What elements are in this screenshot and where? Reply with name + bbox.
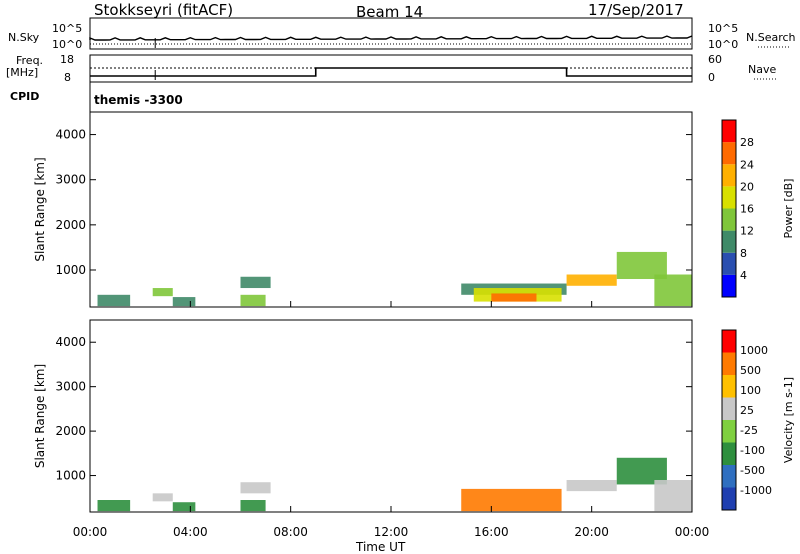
power-colorbar-band-7 xyxy=(722,120,736,143)
xtick-label-5: 20:00 xyxy=(574,525,609,539)
power-region-3 xyxy=(240,276,271,289)
date-title: 17/Sep/2017 xyxy=(588,1,684,19)
velocity-colorbar-label: Velocity [m s-1] xyxy=(782,377,795,463)
velocity-colorbar-band-7 xyxy=(722,330,736,353)
velocity-colorbar-frame xyxy=(721,329,737,511)
velocity-colorbar-band-2 xyxy=(722,442,736,465)
velocity-region-1 xyxy=(152,493,173,502)
power-colorbar-tick-4: 12 xyxy=(740,225,754,238)
velocity-region-5 xyxy=(461,488,562,512)
power-colorbar-band-4 xyxy=(722,186,736,209)
freq-tick-bottom: 8 xyxy=(64,71,71,84)
velocity-region-8 xyxy=(654,480,692,512)
power-colorbar-tick-1: 24 xyxy=(740,158,754,171)
power-colorbar-tick-6: 4 xyxy=(740,269,747,282)
xtick-label-2: 08:00 xyxy=(273,525,308,539)
power-colorbar-tick-2: 20 xyxy=(740,180,754,193)
nsky-label: N.Sky xyxy=(8,31,40,44)
power-ylabel: Slant Range [km] xyxy=(33,157,47,261)
power-region-4 xyxy=(240,294,266,307)
power-region-7 xyxy=(491,293,537,302)
power-colorbar-band-5 xyxy=(722,164,736,187)
power-region-2 xyxy=(172,297,196,307)
nsky-tick-bottom: 10^0 xyxy=(52,38,83,51)
velocity-colorbar-band-4 xyxy=(722,397,736,420)
velocity-colorbar-tick-3: 25 xyxy=(740,404,754,417)
velocity-ytick-label-3: 4000 xyxy=(55,335,86,349)
velocity-colorbar-tick-5: -100 xyxy=(740,444,765,457)
power-ytick-label-0: 1000 xyxy=(55,263,86,277)
nsky-trace xyxy=(89,35,693,41)
velocity-ylabel: Slant Range [km] xyxy=(33,364,47,468)
power-region-8 xyxy=(566,274,617,286)
cpid-text: themis -3300 xyxy=(94,93,183,107)
velocity-region-4 xyxy=(240,500,266,512)
power-colorbar-band-2 xyxy=(722,230,736,253)
xtick-label-6: 00:00 xyxy=(675,525,710,539)
velocity-colorbar-band-1 xyxy=(722,465,736,488)
freq-unit: [MHz] xyxy=(6,66,39,79)
power-colorbar-tick-3: 16 xyxy=(740,203,754,216)
nave-label: Nave xyxy=(748,63,777,76)
velocity-colorbar-tick-1: 500 xyxy=(740,364,761,377)
beam-title: Beam 14 xyxy=(356,3,424,21)
power-colorbar-tick-5: 8 xyxy=(740,247,747,260)
velocity-region-3 xyxy=(240,482,271,494)
velocity-colorbar-band-5 xyxy=(722,375,736,398)
xtick-label-1: 04:00 xyxy=(173,525,208,539)
velocity-colorbar-tick-2: 100 xyxy=(740,384,761,397)
power-colorbar-band-3 xyxy=(722,208,736,231)
cpid-label: CPID xyxy=(10,90,40,103)
velocity-region-6 xyxy=(566,480,617,492)
nsky-tick-top: 10^5 xyxy=(52,22,83,35)
power-colorbar-band-0 xyxy=(722,274,736,297)
velocity-colorbar-tick-6: -500 xyxy=(740,464,765,477)
velocity-colorbar-tick-4: -25 xyxy=(740,424,758,437)
station-title: Stokkseyri (fitACF) xyxy=(94,1,234,19)
freq-label: Freq. xyxy=(16,54,44,67)
velocity-colorbar-band-6 xyxy=(722,352,736,375)
power-region-10 xyxy=(654,274,692,307)
velocity-colorbar-tick-0: 1000 xyxy=(740,344,768,357)
velocity-region-0 xyxy=(97,500,131,512)
power-colorbar-band-6 xyxy=(722,142,736,165)
x-axis-label: Time UT xyxy=(356,540,406,554)
velocity-ytick-label-0: 1000 xyxy=(55,469,86,483)
xtick-label-0: 00:00 xyxy=(73,525,108,539)
power-region-1 xyxy=(152,288,173,297)
power-region-0 xyxy=(97,294,131,307)
power-colorbar-tick-0: 28 xyxy=(740,136,754,149)
nave-tick-top: 60 xyxy=(708,53,722,66)
nave-trace xyxy=(90,67,692,77)
xtick-label-4: 16:00 xyxy=(474,525,509,539)
nsearch-tick-bottom: 10^0 xyxy=(708,38,739,51)
velocity-ytick-label-2: 3000 xyxy=(55,380,86,394)
velocity-colorbar-band-0 xyxy=(722,487,736,510)
power-colorbar-frame xyxy=(721,119,737,298)
velocity-ytick-label-1: 2000 xyxy=(55,424,86,438)
nsearch-label: N.Search xyxy=(746,31,796,44)
freq-tick-top: 18 xyxy=(60,53,74,66)
velocity-region-2 xyxy=(172,502,196,512)
xtick-label-3: 12:00 xyxy=(374,525,409,539)
velocity-colorbar-band-3 xyxy=(722,420,736,443)
power-ytick-label-1: 2000 xyxy=(55,218,86,232)
nsearch-tick-top: 10^5 xyxy=(708,22,739,35)
power-colorbar-label: Power [dB] xyxy=(782,179,795,239)
nave-tick-bottom: 0 xyxy=(708,71,715,84)
nsky-panel-frame xyxy=(89,17,693,50)
power-ytick-label-3: 4000 xyxy=(55,128,86,142)
power-ytick-label-2: 3000 xyxy=(55,173,86,187)
velocity-colorbar-tick-7: -1000 xyxy=(740,484,772,497)
power-colorbar-band-1 xyxy=(722,252,736,275)
